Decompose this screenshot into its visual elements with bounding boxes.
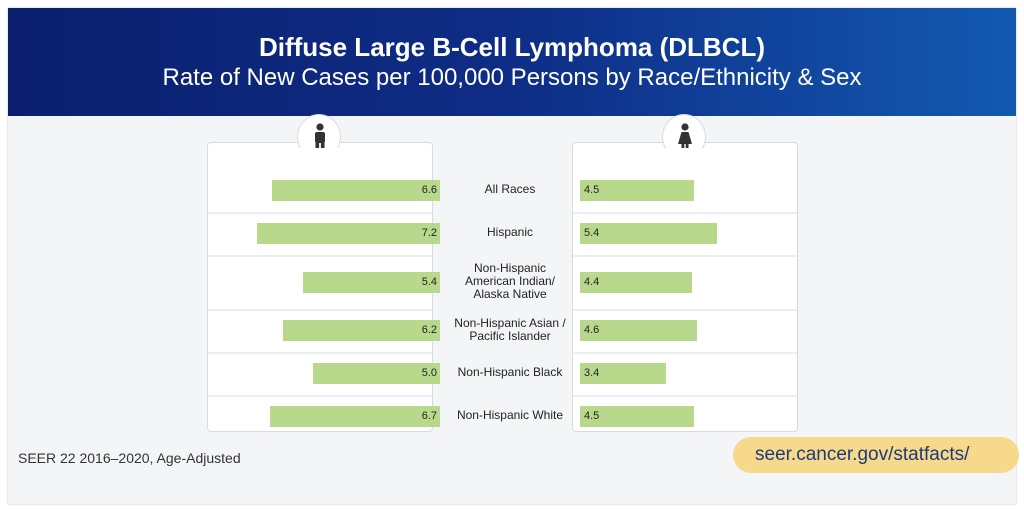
- row-divider: [573, 255, 797, 257]
- row-divider: [573, 212, 797, 214]
- row-divider: [208, 309, 432, 311]
- male-value-label: 6.6: [421, 184, 437, 196]
- female-bar: [580, 363, 667, 384]
- category-label: All Races: [484, 182, 536, 196]
- source-note: SEER 22 2016–2020, Age-Adjusted: [18, 450, 241, 466]
- male-bar: [269, 406, 440, 427]
- male-value-label: 7.2: [421, 227, 437, 239]
- male-value-label: 5.0: [421, 367, 437, 379]
- row-divider: [208, 212, 432, 214]
- infographic-frame: Diffuse Large B-Cell Lymphoma (DLBCL) Ra…: [8, 8, 1016, 504]
- male-bar: [302, 271, 440, 293]
- category-label: Hispanic: [486, 225, 534, 239]
- row-divider: [573, 352, 797, 354]
- row-divider: [208, 255, 432, 257]
- chart-subtitle: Rate of New Cases per 100,000 Persons by…: [162, 64, 862, 91]
- category-label: Non-Hispanic American Indian/Alaska Nativ…: [464, 260, 556, 301]
- row-divider: [208, 352, 432, 354]
- female-bar: [580, 223, 718, 244]
- female-value-label: 4.6: [584, 324, 600, 336]
- chart-title: Diffuse Large B-Cell Lymphoma (DLBCL): [258, 32, 766, 62]
- category-label: Non-Hispanic Asian / Pacific Islander: [454, 315, 566, 343]
- male-value-label: 5.4: [421, 275, 437, 288]
- statfacts-link[interactable]: seer.cancer.gov/statfacts/: [733, 437, 1019, 473]
- female-value-label: 4.5: [584, 410, 600, 422]
- female-bar: [580, 406, 695, 427]
- female-bar: [580, 180, 695, 201]
- category-label: Non-Hispanic Black: [457, 365, 563, 379]
- header-banner: Diffuse Large B-Cell Lymphoma (DLBCL) Ra…: [8, 8, 1016, 116]
- female-value-label: 3.4: [584, 367, 600, 379]
- row-divider: [573, 309, 797, 311]
- male-value-label: 6.2: [421, 324, 437, 336]
- female-value-label: 4.5: [584, 184, 600, 196]
- female-value-label: 5.4: [584, 227, 600, 239]
- male-bar: [313, 363, 440, 384]
- category-label: Non-Hispanic White: [456, 408, 564, 422]
- male-bar: [257, 223, 440, 244]
- row-divider: [208, 395, 432, 397]
- female-bar: [580, 320, 697, 341]
- male-header-backdrop: [289, 148, 349, 162]
- male-bar: [282, 320, 440, 341]
- female-bar: [580, 271, 692, 293]
- female-value-label: 4.4: [584, 275, 600, 288]
- male-value-label: 6.7: [421, 410, 437, 422]
- female-header-backdrop: [654, 148, 714, 162]
- male-person-icon: [315, 123, 325, 152]
- row-divider: [573, 395, 797, 397]
- male-bar: [272, 180, 440, 201]
